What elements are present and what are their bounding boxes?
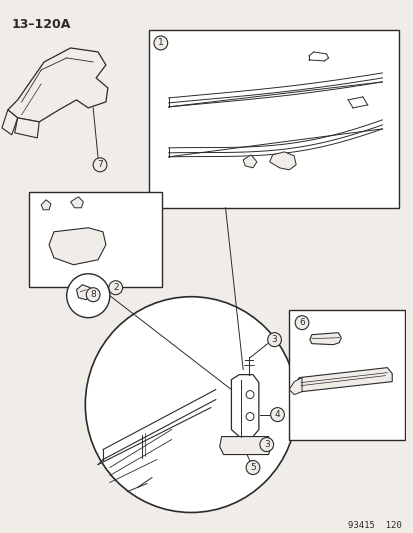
Circle shape [109,281,122,295]
Text: 1: 1 [158,38,163,47]
Circle shape [93,158,107,172]
FancyBboxPatch shape [29,192,161,287]
Text: 3: 3 [263,440,269,449]
Polygon shape [289,377,301,394]
Polygon shape [219,437,270,455]
Text: 13–120A: 13–120A [12,18,71,31]
Polygon shape [269,152,295,170]
Circle shape [259,438,273,451]
Text: 93415  120: 93415 120 [347,521,401,530]
Text: 8: 8 [90,290,96,299]
FancyBboxPatch shape [149,30,398,208]
Text: 5: 5 [249,463,255,472]
Polygon shape [15,118,39,138]
Polygon shape [71,197,83,208]
Text: 7: 7 [97,160,103,169]
Polygon shape [8,48,108,122]
Circle shape [267,333,281,346]
Text: 2: 2 [113,283,118,292]
Circle shape [66,274,109,318]
Polygon shape [242,155,256,168]
Circle shape [86,288,100,302]
Text: 6: 6 [299,318,304,327]
Circle shape [294,316,308,330]
Polygon shape [76,285,92,300]
Circle shape [154,36,167,50]
Circle shape [85,297,297,513]
Text: 3: 3 [271,335,277,344]
Polygon shape [231,375,258,437]
Polygon shape [49,228,106,265]
Polygon shape [41,200,51,210]
Circle shape [270,408,284,422]
Circle shape [246,461,259,474]
Polygon shape [2,110,18,135]
Polygon shape [294,368,391,392]
Text: 4: 4 [274,410,280,419]
Polygon shape [309,333,340,345]
FancyBboxPatch shape [289,310,404,440]
